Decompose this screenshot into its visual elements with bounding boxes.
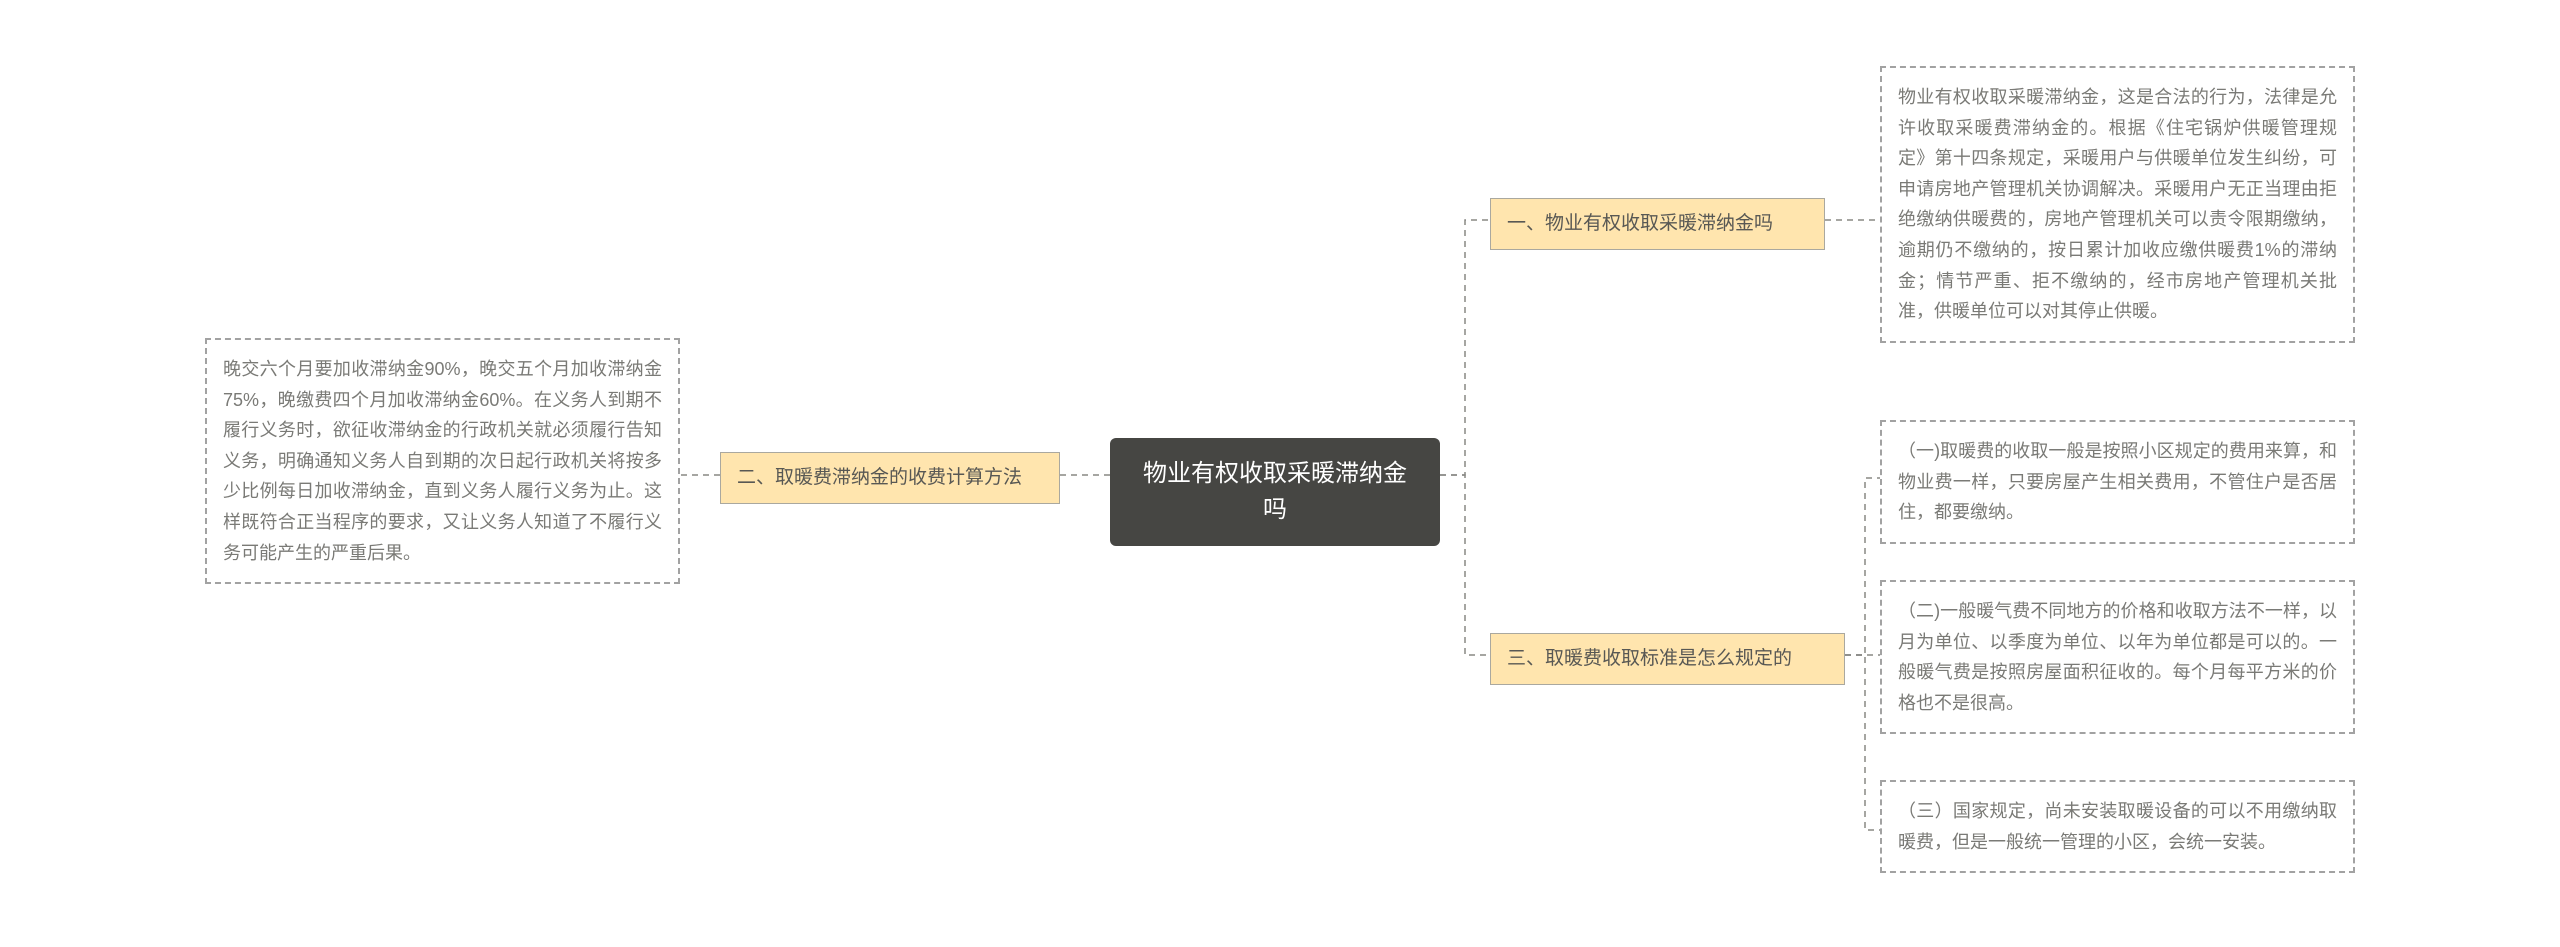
leaf-3-1: （一)取暖费的收取一般是按照小区规定的费用来算，和物业费一样，只要房屋产生相关费… (1880, 420, 2355, 544)
leaf-3-2-text: （二)一般暖气费不同地方的价格和收取方法不一样，以月为单位、以季度为单位、以年为… (1898, 601, 2337, 713)
leaf-1: 物业有权收取采暖滞纳金，这是合法的行为，法律是允许收取采暖费滞纳金的。根据《住宅… (1880, 66, 2355, 343)
leaf-3-3-text: （三）国家规定，尚未安装取暖设备的可以不用缴纳取暖费，但是一般统一管理的小区，会… (1898, 801, 2337, 852)
topic-1-label: 一、物业有权收取采暖滞纳金吗 (1507, 213, 1773, 234)
leaf-3-1-text: （一)取暖费的收取一般是按照小区规定的费用来算，和物业费一样，只要房屋产生相关费… (1898, 441, 2337, 522)
root-node[interactable]: 物业有权收取采暖滞纳金吗 (1110, 438, 1440, 546)
leaf-2-text: 晚交六个月要加收滞纳金90%，晚交五个月加收滞纳金75%，晚缴费四个月加收滞纳金… (223, 359, 662, 563)
leaf-3-2: （二)一般暖气费不同地方的价格和收取方法不一样，以月为单位、以季度为单位、以年为… (1880, 580, 2355, 734)
topic-2-label: 二、取暖费滞纳金的收费计算方法 (737, 467, 1022, 488)
leaf-2: 晚交六个月要加收滞纳金90%，晚交五个月加收滞纳金75%，晚缴费四个月加收滞纳金… (205, 338, 680, 584)
topic-3[interactable]: 三、取暖费收取标准是怎么规定的 (1490, 633, 1845, 685)
topic-3-label: 三、取暖费收取标准是怎么规定的 (1507, 648, 1792, 669)
topic-2[interactable]: 二、取暖费滞纳金的收费计算方法 (720, 452, 1060, 504)
leaf-3-3: （三）国家规定，尚未安装取暖设备的可以不用缴纳取暖费，但是一般统一管理的小区，会… (1880, 780, 2355, 873)
leaf-1-text: 物业有权收取采暖滞纳金，这是合法的行为，法律是允许收取采暖费滞纳金的。根据《住宅… (1898, 87, 2337, 321)
topic-1[interactable]: 一、物业有权收取采暖滞纳金吗 (1490, 198, 1825, 250)
root-label: 物业有权收取采暖滞纳金吗 (1143, 460, 1407, 523)
